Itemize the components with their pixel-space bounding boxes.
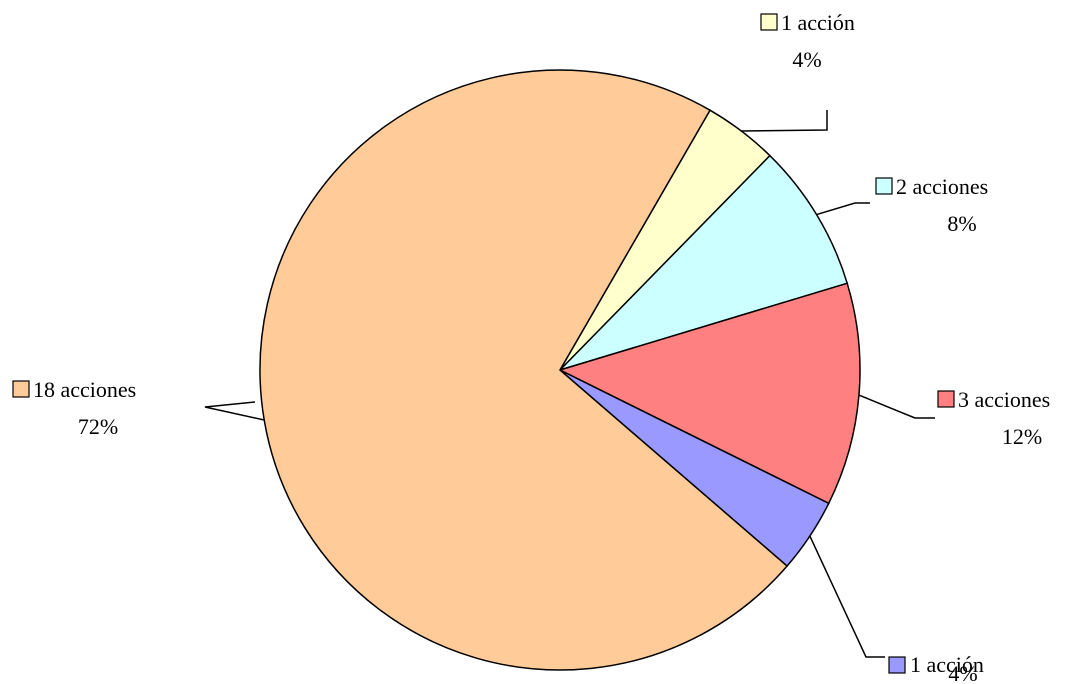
pie-slice-18-acciones (259, 69, 789, 671)
slice-name-1-accion-a: 1 acción (781, 10, 855, 35)
slice-name-18-acciones: 18 acciones (33, 377, 136, 402)
pie-slice-2-acciones (559, 154, 849, 371)
slice-label-2-acciones: 2 acciones 8% (875, 174, 988, 236)
legend-key-18-acciones (12, 380, 30, 398)
legend-key-1-accion-b (888, 656, 906, 674)
slice-name-3-acciones: 3 acciones (958, 387, 1050, 412)
slice-label-1-accion-b: 1 acción 4% (888, 652, 984, 684)
leader-line-1-accion-0 (741, 110, 828, 132)
legend-key-2-acciones (875, 177, 893, 195)
pie-slices (259, 69, 861, 671)
slice-percent-2-acciones: 8% (947, 211, 976, 236)
leader-lines (204, 110, 935, 658)
leader-line-1-accion-3 (809, 535, 885, 658)
slice-label-3-acciones: 3 acciones 12% (937, 387, 1050, 449)
slice-percent-3-acciones: 12% (1002, 424, 1042, 449)
leader-line-18-acciones-4 (204, 401, 265, 421)
slice-label-18-acciones: 18 acciones 72% (12, 377, 136, 439)
slice-percent-1-accion-b: 4% (948, 661, 977, 684)
slice-percent-1-accion-a: 4% (792, 47, 821, 72)
leader-line-2-acciones-1 (816, 202, 870, 216)
slice-percent-18-acciones: 72% (78, 414, 118, 439)
slice-name-2-acciones: 2 acciones (896, 174, 988, 199)
legend-key-1-accion-a (760, 13, 778, 31)
leader-line-3-acciones-2 (858, 394, 935, 419)
slice-label-1-accion-a: 1 acción 4% (760, 10, 855, 72)
legend-key-3-acciones (937, 390, 955, 408)
slice-name-1-accion-b: 1 acción (910, 652, 984, 677)
